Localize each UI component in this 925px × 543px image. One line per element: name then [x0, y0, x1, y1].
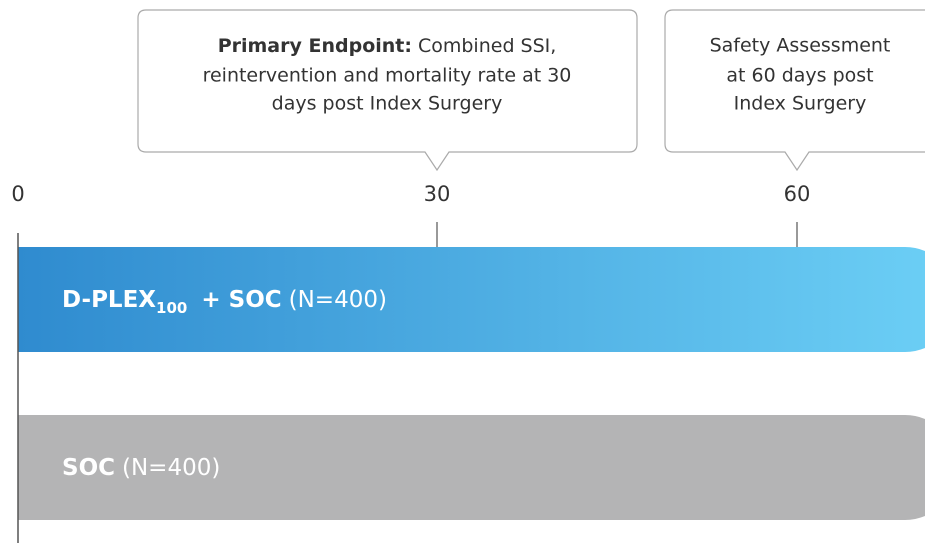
arm-n: (N=400)	[289, 287, 387, 313]
arm-label: SOC (N=400)	[62, 455, 220, 481]
callout-line: Primary Endpoint: Combined SSI,	[218, 35, 557, 57]
arm-suffix: + SOC	[201, 287, 281, 313]
callout-line: Index Surgery	[734, 93, 867, 115]
callout-text: Combined SSI,	[418, 35, 556, 57]
arm-name: SOC	[62, 455, 115, 481]
callout-line: days post Index Surgery	[272, 93, 503, 115]
callout-line: at 60 days post	[726, 65, 873, 87]
tick-label: 30	[424, 182, 451, 206]
arm-label: D-PLEX100 + SOC (N=400)	[62, 287, 387, 317]
arm-n: (N=400)	[122, 455, 220, 481]
arm-name: D-PLEX	[62, 287, 156, 313]
arm-bar	[18, 415, 925, 520]
callout-box	[664, 9, 925, 172]
callout-label: Primary Endpoint:	[218, 35, 412, 57]
tick-label: 0	[11, 182, 24, 206]
arm-subscript: 100	[156, 299, 187, 317]
arm-bar	[18, 247, 925, 352]
tick-label: 60	[784, 182, 811, 206]
callout-line: reintervention and mortality rate at 30	[203, 65, 572, 87]
callout-box	[137, 9, 638, 172]
callout-line: Safety Assessment	[710, 35, 891, 57]
